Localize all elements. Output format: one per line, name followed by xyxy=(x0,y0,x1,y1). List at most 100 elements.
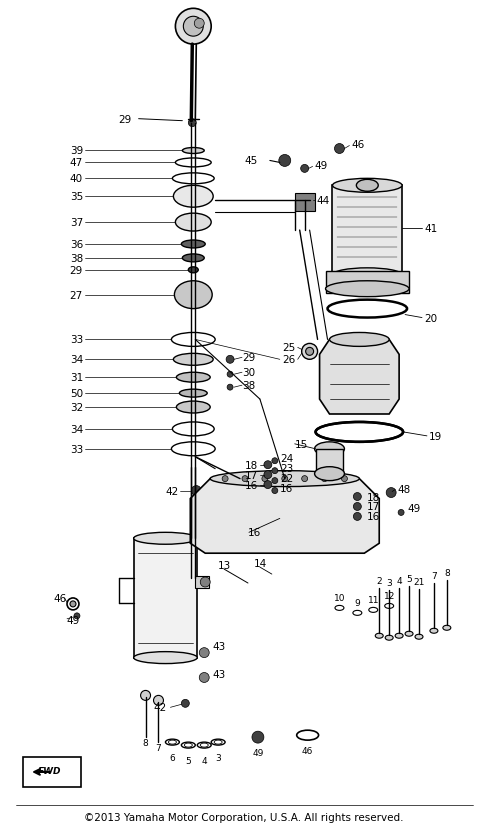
Bar xyxy=(133,538,197,657)
Circle shape xyxy=(74,613,80,619)
Text: 46: 46 xyxy=(53,593,66,603)
Circle shape xyxy=(264,471,271,479)
Text: 47: 47 xyxy=(69,158,83,168)
Text: 44: 44 xyxy=(316,196,329,206)
Text: 45: 45 xyxy=(244,156,257,166)
Ellipse shape xyxy=(174,281,212,309)
Text: 4: 4 xyxy=(201,756,206,765)
Text: 4: 4 xyxy=(395,576,401,585)
Ellipse shape xyxy=(414,634,422,639)
Text: 36: 36 xyxy=(69,240,83,250)
Text: 30: 30 xyxy=(242,368,255,378)
Circle shape xyxy=(226,385,233,390)
Text: 33: 33 xyxy=(69,444,83,454)
Ellipse shape xyxy=(329,333,388,347)
Text: FWD: FWD xyxy=(37,767,61,776)
Text: 35: 35 xyxy=(69,192,83,202)
Circle shape xyxy=(271,458,277,464)
Ellipse shape xyxy=(442,625,450,630)
Circle shape xyxy=(386,488,395,498)
Circle shape xyxy=(222,476,227,482)
Text: 48: 48 xyxy=(396,484,409,494)
Ellipse shape xyxy=(356,180,377,192)
Circle shape xyxy=(271,478,277,484)
Text: 12: 12 xyxy=(383,592,394,600)
Text: 10: 10 xyxy=(333,594,345,603)
Text: 34: 34 xyxy=(69,355,83,365)
Ellipse shape xyxy=(188,267,198,274)
Text: 29: 29 xyxy=(119,115,132,125)
Circle shape xyxy=(321,476,327,482)
Circle shape xyxy=(353,503,361,511)
Text: 37: 37 xyxy=(69,218,83,227)
Text: 49: 49 xyxy=(66,615,79,625)
Ellipse shape xyxy=(171,333,215,347)
Ellipse shape xyxy=(332,179,401,193)
Ellipse shape xyxy=(153,696,163,705)
Text: 9: 9 xyxy=(354,599,360,608)
Text: 16: 16 xyxy=(366,512,380,522)
Text: 15: 15 xyxy=(294,439,307,449)
Ellipse shape xyxy=(179,390,207,398)
Circle shape xyxy=(278,155,290,167)
Circle shape xyxy=(188,120,196,127)
Circle shape xyxy=(334,145,344,155)
Text: 18: 18 xyxy=(366,492,380,502)
Ellipse shape xyxy=(175,159,211,168)
Text: 23: 23 xyxy=(279,463,292,473)
Bar xyxy=(294,194,314,212)
Text: 26: 26 xyxy=(282,355,295,365)
Circle shape xyxy=(353,493,361,501)
Circle shape xyxy=(70,601,76,607)
Circle shape xyxy=(341,476,346,482)
Text: 14: 14 xyxy=(253,558,266,568)
Circle shape xyxy=(397,509,403,516)
Circle shape xyxy=(271,488,277,494)
Ellipse shape xyxy=(325,281,408,297)
Bar xyxy=(325,271,408,294)
Circle shape xyxy=(199,672,209,682)
Circle shape xyxy=(301,344,317,360)
Text: 3: 3 xyxy=(215,753,221,762)
Ellipse shape xyxy=(176,373,210,383)
Text: 16: 16 xyxy=(244,480,257,490)
Text: 22: 22 xyxy=(279,473,292,483)
Text: 8: 8 xyxy=(142,738,148,747)
Text: 32: 32 xyxy=(69,403,83,413)
Text: 39: 39 xyxy=(69,146,83,156)
Text: 16: 16 xyxy=(279,483,292,493)
Text: 5: 5 xyxy=(185,756,191,765)
Ellipse shape xyxy=(314,467,344,481)
Text: 40: 40 xyxy=(70,174,83,184)
Text: 24: 24 xyxy=(279,453,292,463)
Text: 43: 43 xyxy=(212,641,225,651)
Circle shape xyxy=(191,486,201,496)
Ellipse shape xyxy=(141,691,150,700)
Circle shape xyxy=(262,476,267,482)
Circle shape xyxy=(242,476,247,482)
Circle shape xyxy=(251,731,264,743)
Text: 49: 49 xyxy=(252,748,263,757)
Text: 2: 2 xyxy=(376,576,381,585)
Text: 8: 8 xyxy=(443,568,449,577)
Text: 18: 18 xyxy=(244,460,257,470)
Circle shape xyxy=(301,476,307,482)
Text: 7: 7 xyxy=(155,743,161,752)
Ellipse shape xyxy=(172,174,214,184)
Circle shape xyxy=(181,700,189,707)
Text: 49: 49 xyxy=(314,161,327,171)
Text: 19: 19 xyxy=(428,432,441,442)
Text: 7: 7 xyxy=(430,571,436,580)
Text: 3: 3 xyxy=(386,578,391,587)
Circle shape xyxy=(300,165,308,173)
Ellipse shape xyxy=(175,214,211,232)
Text: 5: 5 xyxy=(406,574,411,583)
Ellipse shape xyxy=(173,354,213,366)
Text: 50: 50 xyxy=(70,389,83,399)
Ellipse shape xyxy=(181,241,205,249)
Polygon shape xyxy=(190,479,379,553)
Bar xyxy=(195,576,209,588)
Text: 29: 29 xyxy=(69,265,83,275)
Circle shape xyxy=(271,468,277,474)
Ellipse shape xyxy=(429,629,437,633)
